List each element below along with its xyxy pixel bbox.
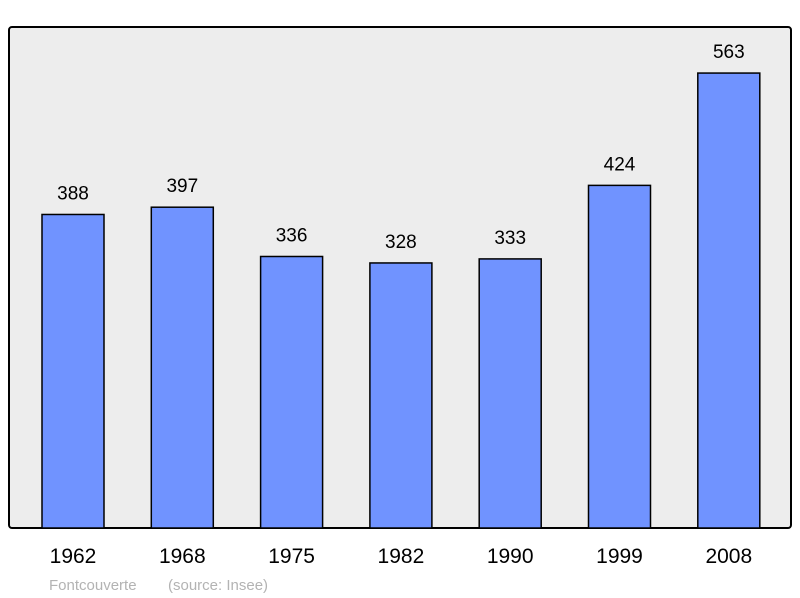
- x-tick-label-1999: 1999: [596, 545, 643, 568]
- footer-place: Fontcouverte: [49, 577, 137, 594]
- bar-1962: [41, 213, 105, 529]
- data-label-2008: 563: [713, 42, 745, 63]
- x-tick-label-2008: 2008: [705, 545, 752, 568]
- data-label-1982: 328: [385, 232, 417, 253]
- data-label-1990: 333: [494, 228, 526, 249]
- bar-1990: [478, 258, 542, 529]
- data-label-1975: 336: [276, 225, 308, 246]
- footer-source: (source: Insee): [168, 577, 268, 594]
- x-tick-label-1990: 1990: [487, 545, 534, 568]
- x-tick-label-1982: 1982: [378, 545, 425, 568]
- bar-1999: [587, 184, 652, 529]
- data-label-1968: 397: [166, 176, 198, 197]
- x-tick-label-1975: 1975: [268, 545, 315, 568]
- x-tick-label-1962: 1962: [50, 545, 97, 568]
- bar-1975: [259, 255, 324, 529]
- bar-2008: [697, 72, 761, 529]
- data-label-1962: 388: [57, 183, 89, 204]
- data-label-1999: 424: [604, 154, 636, 175]
- x-tick-label-1968: 1968: [159, 545, 206, 568]
- bar-1982: [369, 262, 433, 529]
- bar-1968: [150, 206, 215, 529]
